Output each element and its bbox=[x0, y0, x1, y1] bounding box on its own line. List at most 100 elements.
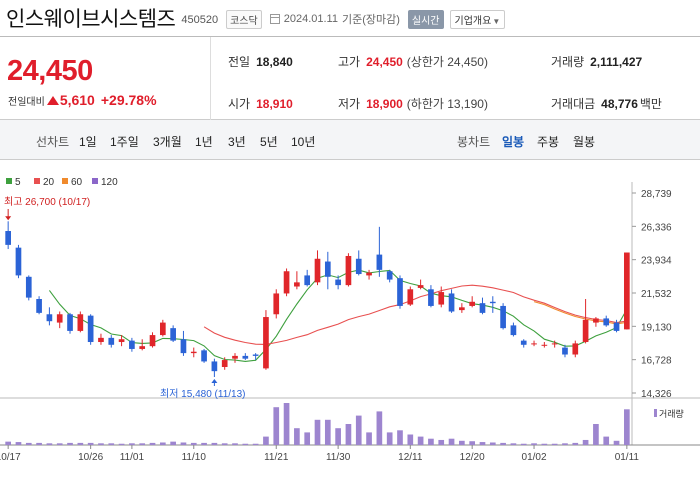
volume-bar bbox=[438, 439, 445, 445]
stat-volume-label: 거래량 bbox=[551, 55, 585, 69]
stat-amount-value: 48,776 bbox=[601, 97, 638, 111]
candle-body bbox=[118, 339, 125, 343]
volume-bar bbox=[397, 430, 403, 445]
volume-bar bbox=[294, 428, 300, 445]
high-annotation: 최고 26,700 (10/17) bbox=[4, 196, 90, 208]
volume-bar bbox=[541, 443, 548, 445]
volume-bar bbox=[489, 442, 496, 445]
candle-body bbox=[397, 278, 403, 306]
stat-amount-label: 거래대금 bbox=[551, 97, 596, 111]
tab-5y[interactable]: 5년 bbox=[260, 135, 278, 149]
candle-body bbox=[77, 314, 84, 331]
volume-bar bbox=[613, 440, 620, 445]
stat-open: 시가 18,910 bbox=[228, 95, 293, 112]
volume-bar bbox=[273, 407, 280, 445]
x-tick-label: 11/01 bbox=[120, 452, 145, 463]
stat-volume: 거래량 2,111,427 bbox=[551, 53, 642, 70]
stat-volume-value: 2,111,427 bbox=[590, 55, 643, 69]
volume-bar bbox=[366, 432, 372, 445]
candle-body bbox=[170, 328, 176, 341]
calendar-icon bbox=[269, 14, 280, 24]
legend-label: 120 bbox=[101, 177, 118, 188]
change-row: 전일대비 5,610 +29.78% bbox=[8, 92, 157, 108]
candle-body bbox=[376, 254, 383, 270]
candle-body bbox=[211, 361, 218, 372]
candle-body bbox=[5, 231, 11, 245]
candle-body bbox=[531, 343, 537, 345]
company-overview-button[interactable]: 기업개요▼ bbox=[449, 9, 506, 29]
tab-3y[interactable]: 3년 bbox=[228, 135, 246, 149]
tab-monthly[interactable]: 월봉 bbox=[573, 135, 596, 149]
volume-bar bbox=[593, 424, 599, 445]
candle-body bbox=[562, 347, 568, 355]
volume-bar bbox=[345, 424, 352, 445]
y-tick-label: 14,326 bbox=[641, 389, 672, 400]
stock-header: 인스웨이브시스템즈 450520 코스닥 2024.01.11 기준(장마감) … bbox=[0, 0, 700, 36]
volume-bar bbox=[500, 442, 506, 445]
volume-bar bbox=[98, 443, 104, 445]
candle-body bbox=[428, 289, 434, 306]
market-badge: 코스닥 bbox=[226, 9, 262, 29]
x-tick-label: 01/02 bbox=[522, 452, 547, 463]
tab-1w[interactable]: 1주일 bbox=[110, 135, 139, 149]
volume-bar bbox=[603, 436, 610, 445]
volume-bar bbox=[386, 432, 393, 445]
volume-bar bbox=[108, 443, 115, 445]
tab-3m[interactable]: 3개월 bbox=[153, 135, 182, 149]
candle-body bbox=[541, 344, 548, 346]
tab-10y[interactable]: 10년 bbox=[291, 135, 316, 149]
candle-body bbox=[520, 340, 527, 345]
volume-bar bbox=[479, 442, 486, 445]
price-panel: 24,450 전일대비 5,610 +29.78% 전일 18,840 시가 1… bbox=[0, 36, 700, 121]
stat-open-label: 시가 bbox=[228, 97, 251, 111]
candle-body bbox=[407, 289, 414, 305]
candle-body bbox=[149, 335, 156, 347]
y-tick-label: 26,336 bbox=[641, 222, 672, 233]
x-tick-label: 11/10 bbox=[182, 452, 207, 463]
realtime-button[interactable]: 실시간 bbox=[407, 9, 444, 29]
volume-bar bbox=[417, 436, 424, 445]
legend-swatch bbox=[92, 178, 98, 184]
y-tick-label: 21,532 bbox=[641, 289, 672, 300]
tab-daily[interactable]: 일봉 bbox=[502, 135, 525, 149]
y-tick-label: 23,934 bbox=[641, 256, 672, 267]
y-tick-label: 28,739 bbox=[641, 189, 672, 200]
candle-body bbox=[98, 337, 104, 343]
candle-chart-heading: 봉차트 bbox=[457, 135, 491, 149]
candle-body bbox=[335, 279, 341, 286]
candle-body bbox=[324, 261, 331, 277]
volume-bar bbox=[67, 442, 73, 445]
volume-bar bbox=[448, 438, 455, 445]
candle-body bbox=[67, 314, 73, 331]
tab-1d[interactable]: 1일 bbox=[79, 135, 97, 149]
stat-low-value: 18,900 bbox=[366, 97, 403, 111]
volume-bar bbox=[242, 443, 249, 445]
volume-bar bbox=[407, 434, 414, 445]
legend-label: 60 bbox=[71, 177, 83, 188]
candle-body bbox=[366, 272, 372, 276]
stat-prev-label: 전일 bbox=[228, 55, 251, 69]
panel-divider bbox=[210, 37, 211, 121]
candle-body bbox=[613, 322, 620, 331]
change-percent: +29.78% bbox=[100, 92, 157, 108]
low-annotation: 최저 15,480 (11/13) bbox=[160, 388, 246, 400]
candle-body bbox=[242, 355, 249, 359]
change-label: 전일대비 bbox=[8, 96, 45, 108]
stock-code: 450520 bbox=[181, 14, 219, 26]
candle-body bbox=[87, 315, 94, 343]
tab-1y[interactable]: 1년 bbox=[195, 135, 213, 149]
volume-bar bbox=[335, 428, 341, 445]
volume-bar bbox=[510, 443, 517, 445]
up-arrow-icon bbox=[46, 95, 59, 105]
x-tick-label: 12/20 bbox=[460, 452, 485, 463]
volume-bar bbox=[314, 419, 321, 445]
current-price: 24,450 bbox=[7, 55, 93, 87]
candle-body bbox=[232, 355, 238, 359]
candle-body bbox=[294, 282, 300, 287]
stat-lower-limit: (하한가 13,190) bbox=[406, 97, 488, 111]
candle-body bbox=[108, 337, 115, 345]
volume-bar bbox=[180, 442, 187, 445]
candle-body bbox=[510, 325, 517, 336]
volume-bar bbox=[324, 419, 331, 445]
tab-weekly[interactable]: 주봉 bbox=[537, 135, 560, 149]
